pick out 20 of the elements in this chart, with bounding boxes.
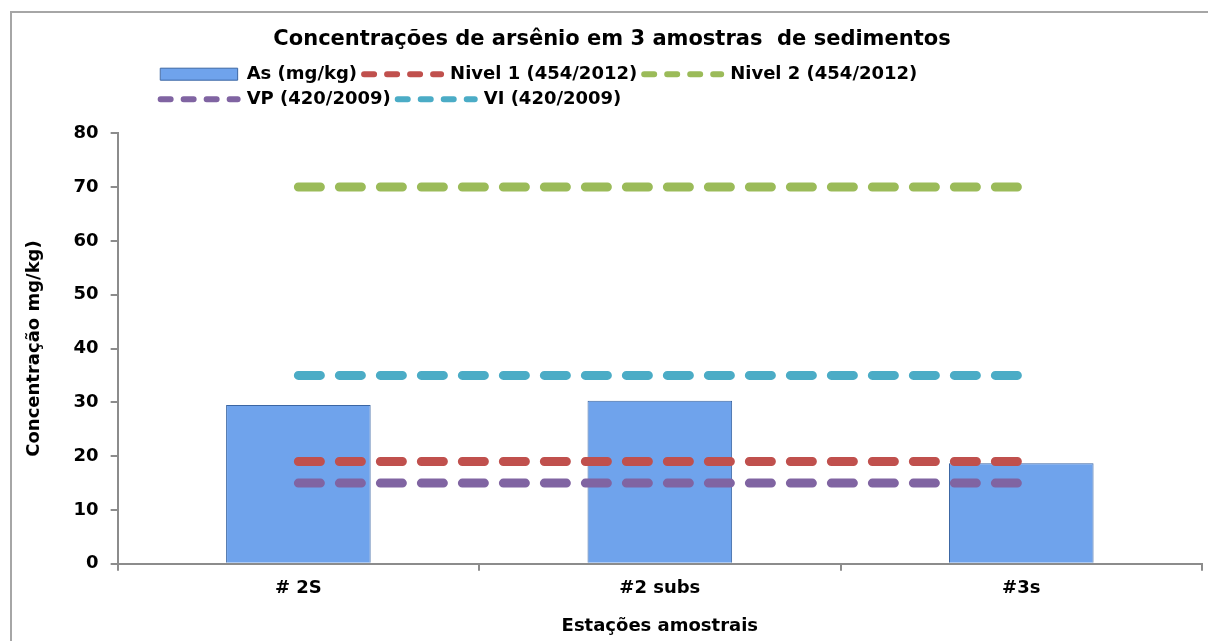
legend-label: Nivel 1 (454/2012) (450, 61, 638, 83)
y-tick-label: 10 (73, 497, 99, 519)
x-tick-label: #3s (1002, 576, 1041, 598)
x-axis-title: Estações amostrais (561, 613, 759, 635)
y-tick-label: 80 (73, 120, 99, 142)
chart-title: Concentrações de arsênio em 3 amostras de sedimentos (273, 26, 951, 51)
y-axis-title: Concentração mg/kg) (22, 240, 44, 457)
x-tick-label: # 2S (274, 576, 322, 598)
y-tick-label: 70 (73, 174, 99, 196)
y-tick-label: 30 (73, 390, 99, 411)
x-tick-label: #2 subs (619, 576, 701, 598)
legend-label: VP (420/2009) (246, 86, 391, 108)
y-tick-label: 50 (73, 282, 99, 304)
y-tick-label: 20 (73, 443, 99, 465)
y-tick-label: 40 (73, 336, 99, 358)
legend-label: Nivel 2 (454/2012) (730, 61, 918, 83)
y-tick-label: 60 (73, 228, 99, 250)
legend-label: VI (420/2009) (483, 86, 622, 108)
y-tick-label: 0 (86, 551, 99, 573)
legend-label: As (mg/kg) (246, 61, 358, 83)
